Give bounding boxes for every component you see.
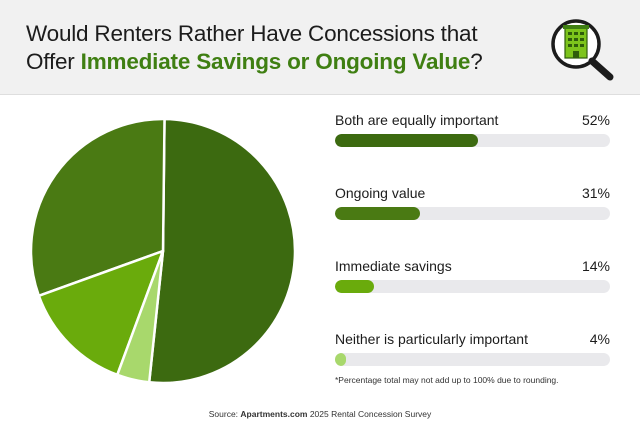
pie-slice-immediate-savings	[37, 249, 165, 377]
bar-track	[335, 280, 610, 293]
bar-legend: Both are equally important 52% Ongoing v…	[335, 110, 610, 402]
source-line: Source: Apartments.com 2025 Rental Conce…	[0, 409, 640, 419]
bar-percent: 14%	[581, 258, 610, 274]
pie-slice-neither-is-particularly-important	[116, 249, 165, 384]
source-suffix: 2025 Rental Concession Survey	[307, 409, 432, 419]
bar-percent: 31%	[581, 185, 610, 201]
bar-item-neither: Neither is particularly important 4%	[335, 329, 610, 402]
page-title: Would Renters Rather Have Concessions th…	[26, 20, 526, 76]
bar-fill	[335, 353, 346, 366]
pie-slice-ongoing-value	[30, 118, 166, 298]
title-prefix: Would Renters Rather Have Concessions th…	[26, 21, 478, 74]
source-prefix: Source:	[208, 409, 241, 419]
pie-slice-both-are-equally-important	[147, 118, 297, 385]
bar-label: Ongoing value	[335, 185, 426, 201]
bar-track	[335, 353, 610, 366]
source-brand: Apartments.com	[240, 409, 308, 419]
bar-fill	[335, 207, 421, 220]
header: Would Renters Rather Have Concessions th…	[0, 0, 640, 95]
building-magnifier-icon	[551, 19, 614, 81]
bar-track	[335, 134, 610, 147]
title-suffix: ?	[470, 49, 483, 74]
pie-chart	[30, 118, 297, 385]
footnote: *Percentage total may not add up to 100%…	[335, 375, 559, 385]
bar-item-both: Both are equally important 52%	[335, 110, 610, 183]
bar-item-immediate: Immediate savings 14%	[335, 256, 610, 329]
bar-item-ongoing: Ongoing value 31%	[335, 183, 610, 256]
bar-label: Both are equally important	[335, 112, 499, 128]
bar-label: Immediate savings	[335, 258, 452, 274]
bar-track	[335, 207, 610, 220]
bar-label: Neither is particularly important	[335, 331, 528, 347]
bar-fill	[335, 134, 478, 147]
bar-percent: 52%	[581, 112, 610, 128]
bar-fill	[335, 280, 374, 293]
bar-percent: 4%	[589, 331, 610, 347]
title-highlight: Immediate Savings or Ongoing Value	[80, 49, 471, 74]
